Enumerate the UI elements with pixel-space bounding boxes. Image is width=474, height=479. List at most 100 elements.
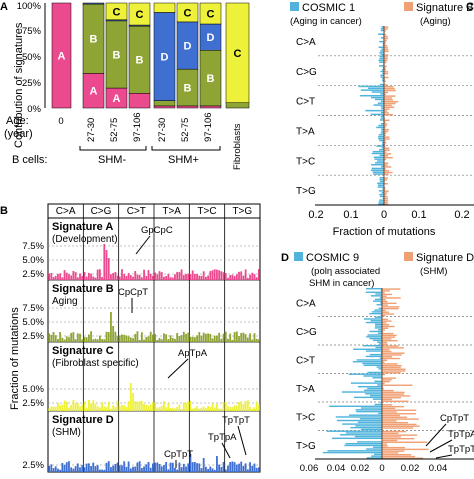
- panel-b-bar-3-91: [249, 462, 251, 472]
- panel-b-bar-2-54: [167, 403, 169, 411]
- panel-d-right-bar-61: [382, 397, 401, 398]
- panel-b-bar-3-37: [130, 468, 132, 472]
- panel-b-bar-3-89: [245, 463, 247, 472]
- panel-b-bar-3-74: [212, 468, 214, 472]
- panel-b-bar-1-5: [59, 332, 61, 342]
- panel-b-bar-3-17: [86, 464, 88, 472]
- panel-b-bar-0-34: [123, 274, 125, 280]
- panel-d-right-bar-91: [382, 450, 404, 451]
- panel-b-bar-3-26: [106, 463, 108, 472]
- panel-c-category-3: T>A: [296, 126, 315, 137]
- panel-c-right-bar-33: [384, 88, 395, 89]
- panel-d-right-bar-94: [382, 456, 415, 457]
- panel-d-left-bar-79: [361, 429, 382, 430]
- legend-cosmic9: COSMIC 9: [306, 252, 359, 264]
- panel-c-right-bar-77: [384, 170, 389, 171]
- panel-b-bar-2-14: [79, 406, 81, 411]
- panel-b-bar-3-87: [240, 462, 242, 472]
- age-group-1: 27-30: [86, 118, 97, 142]
- panel-a-ytick-75: 75%: [22, 26, 42, 37]
- panel-b-bar-3-69: [201, 468, 203, 472]
- panel-b-bar-0-87: [240, 271, 242, 280]
- panel-c-left-bar-19: [379, 61, 384, 62]
- panel-b-ytick-0-2: 7.5%: [22, 241, 44, 252]
- panel-b-bar-0-91: [249, 275, 251, 280]
- panel-b-bar-1-39: [134, 334, 136, 342]
- panel-c-right-bar-6: [384, 38, 388, 39]
- panel-c-right-bar-45: [384, 110, 387, 111]
- panel-d-left-bar-18: [371, 320, 382, 321]
- panel-b-ylabel: Fraction of mutations: [9, 307, 21, 410]
- panel-c-left-bar-24: [380, 71, 384, 72]
- panel-b-bar-1-23: [99, 336, 101, 342]
- panel-b-bar-0-57: [174, 274, 176, 280]
- panel-b-bar-1-85: [236, 331, 238, 342]
- panel-b-bar-0-30: [114, 272, 116, 280]
- panel-c-right-bar-79: [384, 174, 389, 175]
- panel-b-bar-2-3: [55, 407, 57, 411]
- panel-d-left-bar-38: [366, 356, 382, 357]
- anno-cptpt: CpTpT: [164, 449, 193, 460]
- panel-d-left-bar-43: [364, 365, 382, 366]
- anno-aptpa: ApTpA: [178, 348, 208, 359]
- panel-b-bar-1-82: [229, 334, 231, 342]
- panel-d-left-bar-12: [374, 309, 382, 310]
- anno-aptpa-arrow: [168, 359, 188, 378]
- panel-d-left-bar-11: [379, 308, 382, 309]
- panel-b-bar-0-10: [70, 275, 72, 280]
- panel-d-right-bar-13: [382, 312, 389, 313]
- panel-c-category-5: T>G: [296, 186, 316, 197]
- panel-c-right-bar-53: [384, 125, 387, 126]
- panel-d-right-bar-59: [382, 393, 404, 394]
- legend-sigb-sub: (Aging): [420, 16, 451, 27]
- panel-d-left-bar-60: [370, 395, 382, 396]
- panel-d-right-bar-33: [382, 347, 404, 348]
- panel-b-bar-2-44: [145, 405, 147, 411]
- panel-d-right-bar-18: [382, 320, 392, 321]
- panel-c-right-bar-46: [384, 112, 389, 113]
- panel-a-ytick-25: 25%: [22, 78, 42, 89]
- panel-b-bar-1-28: [110, 312, 112, 342]
- panel-c-right-bar-41: [384, 103, 396, 104]
- panel-d-right-bar-86: [382, 442, 427, 443]
- panel-c-right-bar-40: [384, 101, 398, 102]
- panel-b-bar-1-52: [163, 333, 165, 342]
- panel-c-left-bar-64: [376, 145, 384, 146]
- panel-d-right-bar-35: [382, 351, 391, 352]
- panel-b-ytick-1-1: 5.0%: [22, 317, 44, 328]
- panel-b-bar-0-50: [159, 271, 161, 280]
- panel-c-right-bar-8: [384, 41, 386, 42]
- panel-c-right-bar-5: [384, 36, 388, 37]
- panel-b-bar-2-70: [203, 407, 205, 411]
- panel-d-right-bar-45: [382, 369, 406, 370]
- segment-label-C-6: C: [207, 9, 215, 21]
- panel-b-bar-2-93: [254, 407, 256, 411]
- panel-b-bar-1-62: [185, 334, 187, 342]
- anno-tptpa-arrow: [222, 443, 230, 458]
- panel-b-bar-0-1: [50, 273, 52, 280]
- panel-c-left-bar-73: [375, 162, 384, 163]
- panel-b-bar-3-5: [59, 470, 61, 472]
- panel-b-bar-3-20: [92, 463, 94, 472]
- panel-b-bar-0-12: [75, 272, 77, 280]
- panel-b-bar-2-83: [231, 407, 233, 411]
- panel-b-bar-2-78: [220, 409, 222, 411]
- panel-b-bar-1-45: [148, 337, 150, 342]
- panel-b-bar-0-67: [196, 274, 198, 280]
- panel-b-bar-3-10: [70, 467, 72, 472]
- panel-c-right-bar-94: [384, 202, 388, 203]
- panel-b-ytick-0-0: 2.5%: [22, 269, 44, 280]
- panel-d-left-bar-48: [349, 374, 382, 375]
- panel-c-left-bar-89: [382, 192, 384, 193]
- shm-plus-label: SHM+: [168, 154, 199, 166]
- panel-b-bar-2-43: [143, 404, 145, 411]
- panel-b-bar-0-5: [59, 273, 61, 280]
- panel-d-left-bar-89: [373, 447, 382, 448]
- panel-d-category-3: T>A: [296, 384, 315, 395]
- panel-d-left-bar-41: [353, 361, 382, 362]
- panel-b-bar-3-41: [139, 461, 141, 472]
- panel-d-right-bar-44: [382, 367, 401, 368]
- panel-b-bar-3-32: [119, 465, 121, 472]
- panel-d-right-bar-78: [382, 427, 413, 428]
- panel-b-bar-1-0: [48, 333, 50, 342]
